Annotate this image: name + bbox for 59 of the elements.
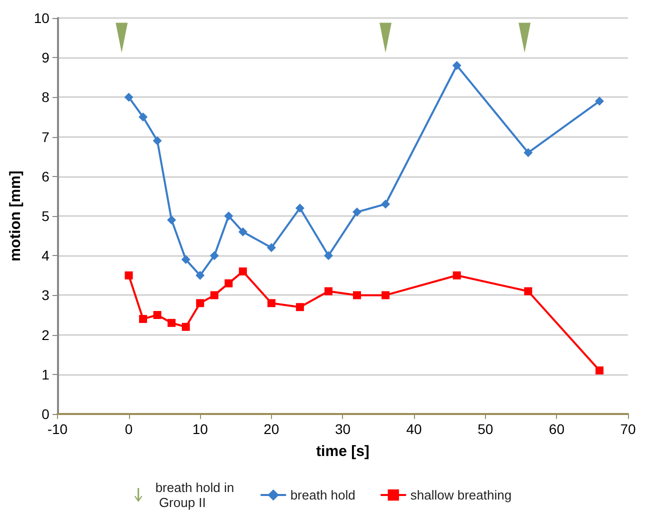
y-tick-label: 9 [42, 50, 50, 66]
point [324, 251, 333, 260]
point [124, 92, 134, 102]
point [196, 270, 205, 280]
point [524, 148, 533, 158]
y-tick-label: 4 [42, 248, 50, 264]
point [224, 212, 234, 220]
legend-label: breath hold in Group II [155, 480, 234, 510]
point [452, 61, 462, 70]
point [267, 299, 276, 308]
y-tick-label: 5 [42, 208, 50, 224]
point [382, 291, 390, 300]
point [138, 112, 148, 122]
point [324, 287, 332, 296]
point [266, 243, 276, 252]
point [168, 318, 176, 327]
point [181, 255, 190, 264]
point [352, 208, 362, 217]
point [182, 322, 190, 331]
x-tick-label: 30 [334, 421, 351, 437]
legend-label: shallow breathing [410, 488, 512, 502]
y-tick-label: 3 [42, 287, 50, 304]
point [238, 227, 248, 236]
y-tick-label: 0 [42, 406, 50, 422]
x-tick-label: -10 [47, 421, 68, 437]
point [224, 279, 233, 288]
point [210, 291, 218, 300]
y-axis-title: motion [mm] [7, 170, 24, 262]
x-tick-label: 50 [478, 421, 494, 437]
point [595, 366, 604, 374]
point [153, 311, 162, 319]
point [167, 215, 176, 224]
legend-label: breath hold [290, 488, 356, 502]
y-tick-label: 8 [42, 89, 50, 106]
point [152, 136, 162, 146]
point [238, 267, 247, 276]
y-tick-label: 6 [42, 168, 50, 184]
point [594, 96, 604, 106]
point [353, 291, 361, 300]
point [196, 299, 204, 308]
point [524, 287, 532, 296]
x-tick-label: 70 [620, 421, 636, 437]
point [296, 303, 304, 312]
point [124, 271, 133, 280]
x-tick-label: 40 [406, 421, 422, 437]
point [452, 271, 461, 280]
y-tick-label: 2 [42, 326, 50, 343]
point [139, 314, 148, 323]
x-tick-label: 0 [124, 421, 133, 437]
y-tick-label: 1 [42, 366, 50, 382]
point [381, 200, 390, 209]
point [210, 251, 219, 260]
x-tick-label: 60 [548, 421, 565, 437]
x-tick-label: 10 [192, 421, 208, 437]
y-tick-label: 7 [42, 128, 50, 145]
x-axis-title: time [s] [316, 443, 370, 460]
point [295, 204, 304, 213]
x-tick-label: 20 [264, 421, 280, 437]
y-tick-label: 10 [34, 10, 50, 26]
